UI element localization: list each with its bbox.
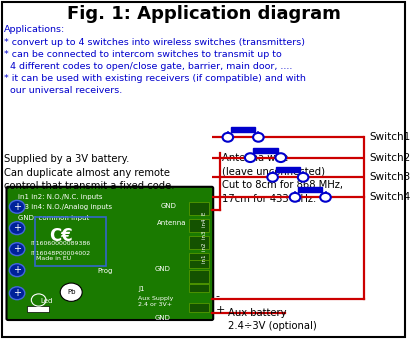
Text: Antenna wire
(leave unconnected)
Cut to 8cm for 868 MHz,
17cm for 433 MHz.: Antenna wire (leave unconnected) Cut to …: [222, 153, 343, 204]
Text: GND: common input: GND: common input: [18, 215, 89, 221]
Text: +: +: [13, 288, 21, 298]
Text: +: +: [13, 265, 21, 275]
Circle shape: [275, 153, 286, 162]
Text: +: +: [13, 202, 21, 212]
Text: Supplied by a 3V battery.
Can duplicate almost any remote
control that transmit : Supplied by a 3V battery. Can duplicate …: [4, 154, 175, 192]
Bar: [253, 148, 278, 153]
Text: C€: C€: [49, 227, 73, 245]
Text: +: +: [13, 244, 21, 254]
Circle shape: [9, 200, 25, 213]
Text: Aux Supply: Aux Supply: [138, 296, 174, 301]
Bar: [231, 127, 255, 132]
Bar: [189, 202, 209, 215]
Text: in3 in4: N.O./Analog inputs: in3 in4: N.O./Analog inputs: [18, 204, 112, 211]
Text: Switch1: Switch1: [369, 132, 410, 142]
Bar: [35, 217, 106, 266]
Text: J1: J1: [138, 286, 145, 293]
Text: Fig. 1: Application diagram: Fig. 1: Application diagram: [66, 5, 340, 23]
Bar: [189, 253, 209, 266]
Bar: [189, 284, 209, 292]
Circle shape: [60, 283, 82, 301]
Bar: [189, 236, 209, 249]
Circle shape: [9, 243, 25, 256]
Text: -: -: [216, 291, 219, 301]
Text: Led: Led: [41, 298, 53, 304]
Text: Antenna: Antenna: [157, 220, 186, 226]
Bar: [275, 167, 300, 172]
Text: GND: GND: [155, 315, 171, 321]
Text: +: +: [216, 305, 225, 315]
Circle shape: [290, 193, 300, 202]
Text: Aux battery
2.4÷3V (optional): Aux battery 2.4÷3V (optional): [228, 308, 316, 331]
Text: GND: GND: [155, 266, 171, 272]
Bar: [189, 303, 209, 312]
Text: +: +: [13, 223, 21, 233]
Bar: [189, 219, 209, 232]
Text: Pb: Pb: [67, 289, 76, 295]
FancyBboxPatch shape: [7, 187, 213, 320]
Circle shape: [268, 173, 278, 182]
Circle shape: [9, 264, 25, 277]
Text: in1  in2  in3  in4  E: in1 in2 in3 in4 E: [202, 212, 207, 263]
Circle shape: [9, 222, 25, 235]
Circle shape: [253, 133, 264, 142]
Text: IT16048P00004002: IT16048P00004002: [31, 251, 91, 256]
Circle shape: [222, 133, 233, 142]
Text: in1 in2: N.O./N.C. inputs: in1 in2: N.O./N.C. inputs: [18, 194, 103, 200]
Bar: [298, 187, 322, 192]
Circle shape: [245, 153, 255, 162]
Text: Applications:
* convert up to 4 switches into wireless switches (transmitters)
*: Applications: * convert up to 4 switches…: [4, 25, 306, 95]
Bar: [189, 270, 209, 283]
Circle shape: [298, 173, 308, 182]
Text: Prog: Prog: [98, 268, 113, 274]
Text: 2.4 or 3V+: 2.4 or 3V+: [138, 302, 172, 307]
Text: Switch3: Switch3: [369, 172, 410, 182]
Text: IT16060000089386: IT16060000089386: [31, 241, 91, 246]
Text: Switch2: Switch2: [369, 153, 410, 163]
Text: Switch4: Switch4: [369, 192, 410, 202]
Bar: [27, 306, 49, 312]
Circle shape: [320, 193, 331, 202]
Text: Made in EU: Made in EU: [36, 256, 71, 261]
Circle shape: [9, 287, 25, 300]
Text: GND: GND: [161, 203, 176, 210]
Bar: [189, 260, 209, 268]
